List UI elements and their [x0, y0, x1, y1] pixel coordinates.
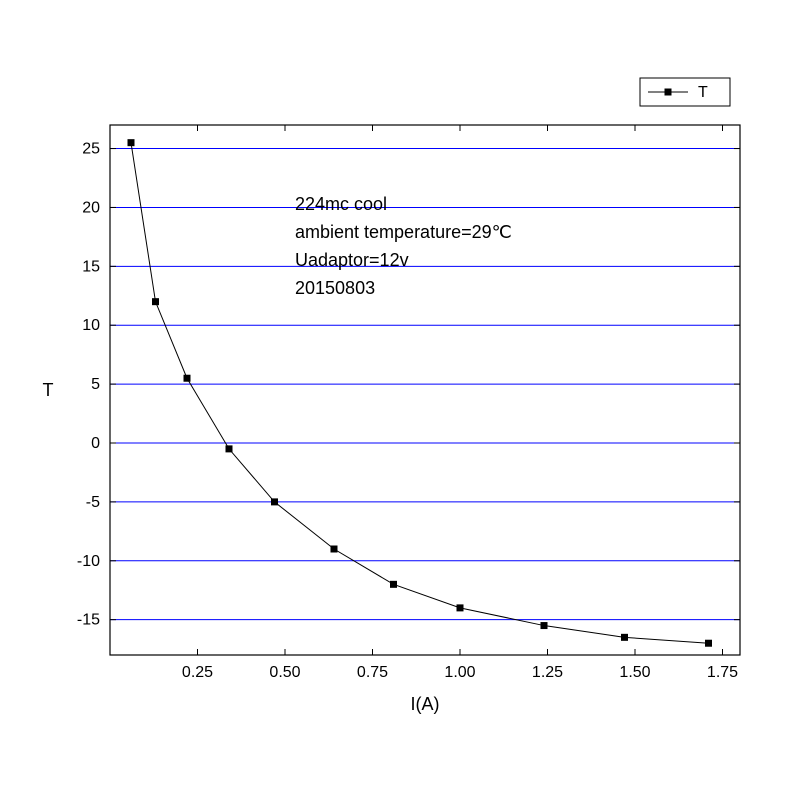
chart-annotation: ambient temperature=29℃ [295, 222, 512, 242]
y-tick-label: 5 [91, 376, 100, 393]
data-marker [457, 604, 464, 611]
x-tick-label: 1.50 [619, 664, 650, 681]
data-marker [621, 634, 628, 641]
line-chart: 0.25 0.50 0.75 1.00 1.25 1.50 1.75 -15 -10 -5 0 5 10… [0, 0, 800, 800]
data-marker [271, 498, 278, 505]
x-tick-label: 0.50 [269, 664, 300, 681]
y-tick-label: -5 [86, 494, 100, 511]
y-tick-label: -15 [77, 612, 100, 629]
data-marker [541, 622, 548, 629]
x-tick-label: 1.25 [532, 664, 563, 681]
legend-marker-icon [665, 89, 672, 96]
legend-label: T [698, 84, 708, 101]
data-marker [152, 298, 159, 305]
data-marker [705, 640, 712, 647]
data-marker [128, 139, 135, 146]
y-tick-label: -10 [77, 553, 100, 570]
x-tick-label: 0.25 [182, 664, 213, 681]
data-marker [184, 375, 191, 382]
x-tick-label: 0.75 [357, 664, 388, 681]
chart-annotation: 20150803 [295, 278, 375, 298]
y-axis-label: T [43, 380, 54, 400]
y-tick-label: 10 [82, 317, 100, 334]
data-marker [226, 445, 233, 452]
chart-annotation: Uadaptor=12v [295, 250, 409, 270]
x-tick-label: 1.00 [444, 664, 475, 681]
y-tick-label: 25 [82, 141, 100, 158]
x-axis-label: I(A) [411, 694, 440, 714]
y-tick-label: 0 [91, 435, 100, 452]
chart-container: 0.25 0.50 0.75 1.00 1.25 1.50 1.75 -15 -10 -5 0 5 10… [0, 0, 800, 800]
data-marker [390, 581, 397, 588]
y-tick-label: 15 [82, 258, 100, 275]
y-tick-label: 20 [82, 199, 100, 216]
x-tick-label: 1.75 [707, 664, 738, 681]
chart-annotation: 224mc cool [295, 194, 387, 214]
data-marker [331, 546, 338, 553]
